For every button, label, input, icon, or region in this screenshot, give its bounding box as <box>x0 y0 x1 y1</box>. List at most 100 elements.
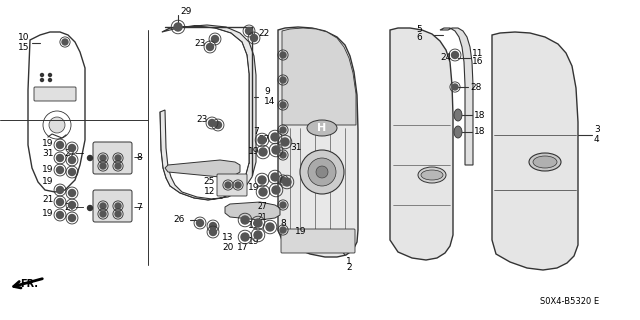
Circle shape <box>211 36 218 43</box>
Circle shape <box>68 202 76 209</box>
Text: 1: 1 <box>346 257 352 266</box>
Circle shape <box>280 202 286 208</box>
Text: —: — <box>134 204 143 212</box>
Text: 21: 21 <box>42 196 53 204</box>
Circle shape <box>88 156 93 161</box>
Circle shape <box>280 102 286 108</box>
Text: 31: 31 <box>290 142 301 151</box>
Circle shape <box>196 220 204 227</box>
Circle shape <box>62 39 68 45</box>
Circle shape <box>258 136 266 144</box>
Circle shape <box>43 111 71 139</box>
FancyBboxPatch shape <box>93 142 132 174</box>
Text: FR.: FR. <box>20 279 38 289</box>
Ellipse shape <box>533 156 557 168</box>
Text: —: — <box>134 154 143 163</box>
Text: 11: 11 <box>472 50 483 59</box>
Text: 23: 23 <box>196 116 208 124</box>
Text: 23: 23 <box>195 39 206 49</box>
Text: 27: 27 <box>258 135 269 145</box>
Ellipse shape <box>421 170 443 180</box>
Text: 27—: 27— <box>65 204 85 212</box>
Text: 16: 16 <box>472 58 483 67</box>
Ellipse shape <box>454 126 462 138</box>
Circle shape <box>241 233 249 241</box>
Text: 28: 28 <box>470 83 481 92</box>
Circle shape <box>254 219 262 227</box>
Circle shape <box>280 77 286 83</box>
Polygon shape <box>278 27 358 257</box>
Circle shape <box>100 203 106 209</box>
Circle shape <box>272 146 280 154</box>
Ellipse shape <box>307 120 337 136</box>
Circle shape <box>56 166 63 173</box>
Circle shape <box>40 78 44 82</box>
Text: 8: 8 <box>136 154 141 163</box>
Circle shape <box>258 176 266 184</box>
Circle shape <box>115 211 121 217</box>
Circle shape <box>300 150 344 194</box>
Circle shape <box>283 178 291 186</box>
Text: 14: 14 <box>264 98 275 107</box>
Polygon shape <box>282 28 356 125</box>
Text: 17: 17 <box>237 244 248 252</box>
Circle shape <box>100 211 106 217</box>
Text: 15: 15 <box>18 44 29 52</box>
Circle shape <box>56 198 63 205</box>
Circle shape <box>214 122 221 129</box>
Circle shape <box>68 189 76 196</box>
Circle shape <box>225 182 231 188</box>
Circle shape <box>281 138 289 146</box>
Text: 6: 6 <box>416 34 422 43</box>
Polygon shape <box>165 160 240 177</box>
FancyBboxPatch shape <box>93 190 132 222</box>
Circle shape <box>49 74 51 76</box>
Ellipse shape <box>529 153 561 171</box>
Circle shape <box>250 35 257 42</box>
Circle shape <box>451 52 458 59</box>
Circle shape <box>68 156 76 164</box>
Text: S0X4-B5320 E: S0X4-B5320 E <box>540 298 600 307</box>
Circle shape <box>115 203 121 209</box>
Circle shape <box>271 173 279 181</box>
Circle shape <box>40 74 44 76</box>
Circle shape <box>49 78 51 82</box>
Text: 19: 19 <box>248 220 259 229</box>
Circle shape <box>100 163 106 169</box>
FancyBboxPatch shape <box>281 229 355 253</box>
Text: 18: 18 <box>474 127 486 137</box>
Circle shape <box>280 177 286 183</box>
Circle shape <box>246 28 253 35</box>
Text: 31: 31 <box>42 149 54 158</box>
Text: 8: 8 <box>280 220 285 228</box>
Circle shape <box>280 52 286 58</box>
Polygon shape <box>440 28 473 165</box>
Circle shape <box>254 231 262 239</box>
Text: 9: 9 <box>264 87 269 97</box>
Text: 27—: 27— <box>65 149 85 158</box>
Text: 7: 7 <box>136 204 141 212</box>
Text: 27
21: 27 21 <box>258 202 268 222</box>
Circle shape <box>280 152 286 158</box>
Circle shape <box>235 182 241 188</box>
Text: 2: 2 <box>346 263 351 272</box>
Text: 12: 12 <box>204 188 215 196</box>
Circle shape <box>88 205 93 211</box>
Circle shape <box>452 84 458 90</box>
Text: 19: 19 <box>42 209 54 218</box>
Text: 18: 18 <box>474 110 486 119</box>
Text: 20: 20 <box>222 244 234 252</box>
Polygon shape <box>28 32 85 192</box>
Circle shape <box>316 166 328 178</box>
FancyBboxPatch shape <box>34 87 76 101</box>
Circle shape <box>68 214 76 221</box>
Text: 19: 19 <box>42 165 54 174</box>
Circle shape <box>115 163 121 169</box>
Circle shape <box>68 145 76 151</box>
Ellipse shape <box>454 109 462 121</box>
Text: 19: 19 <box>42 178 54 187</box>
Circle shape <box>259 148 267 156</box>
Circle shape <box>266 223 274 231</box>
Polygon shape <box>160 25 256 200</box>
Circle shape <box>56 187 63 194</box>
